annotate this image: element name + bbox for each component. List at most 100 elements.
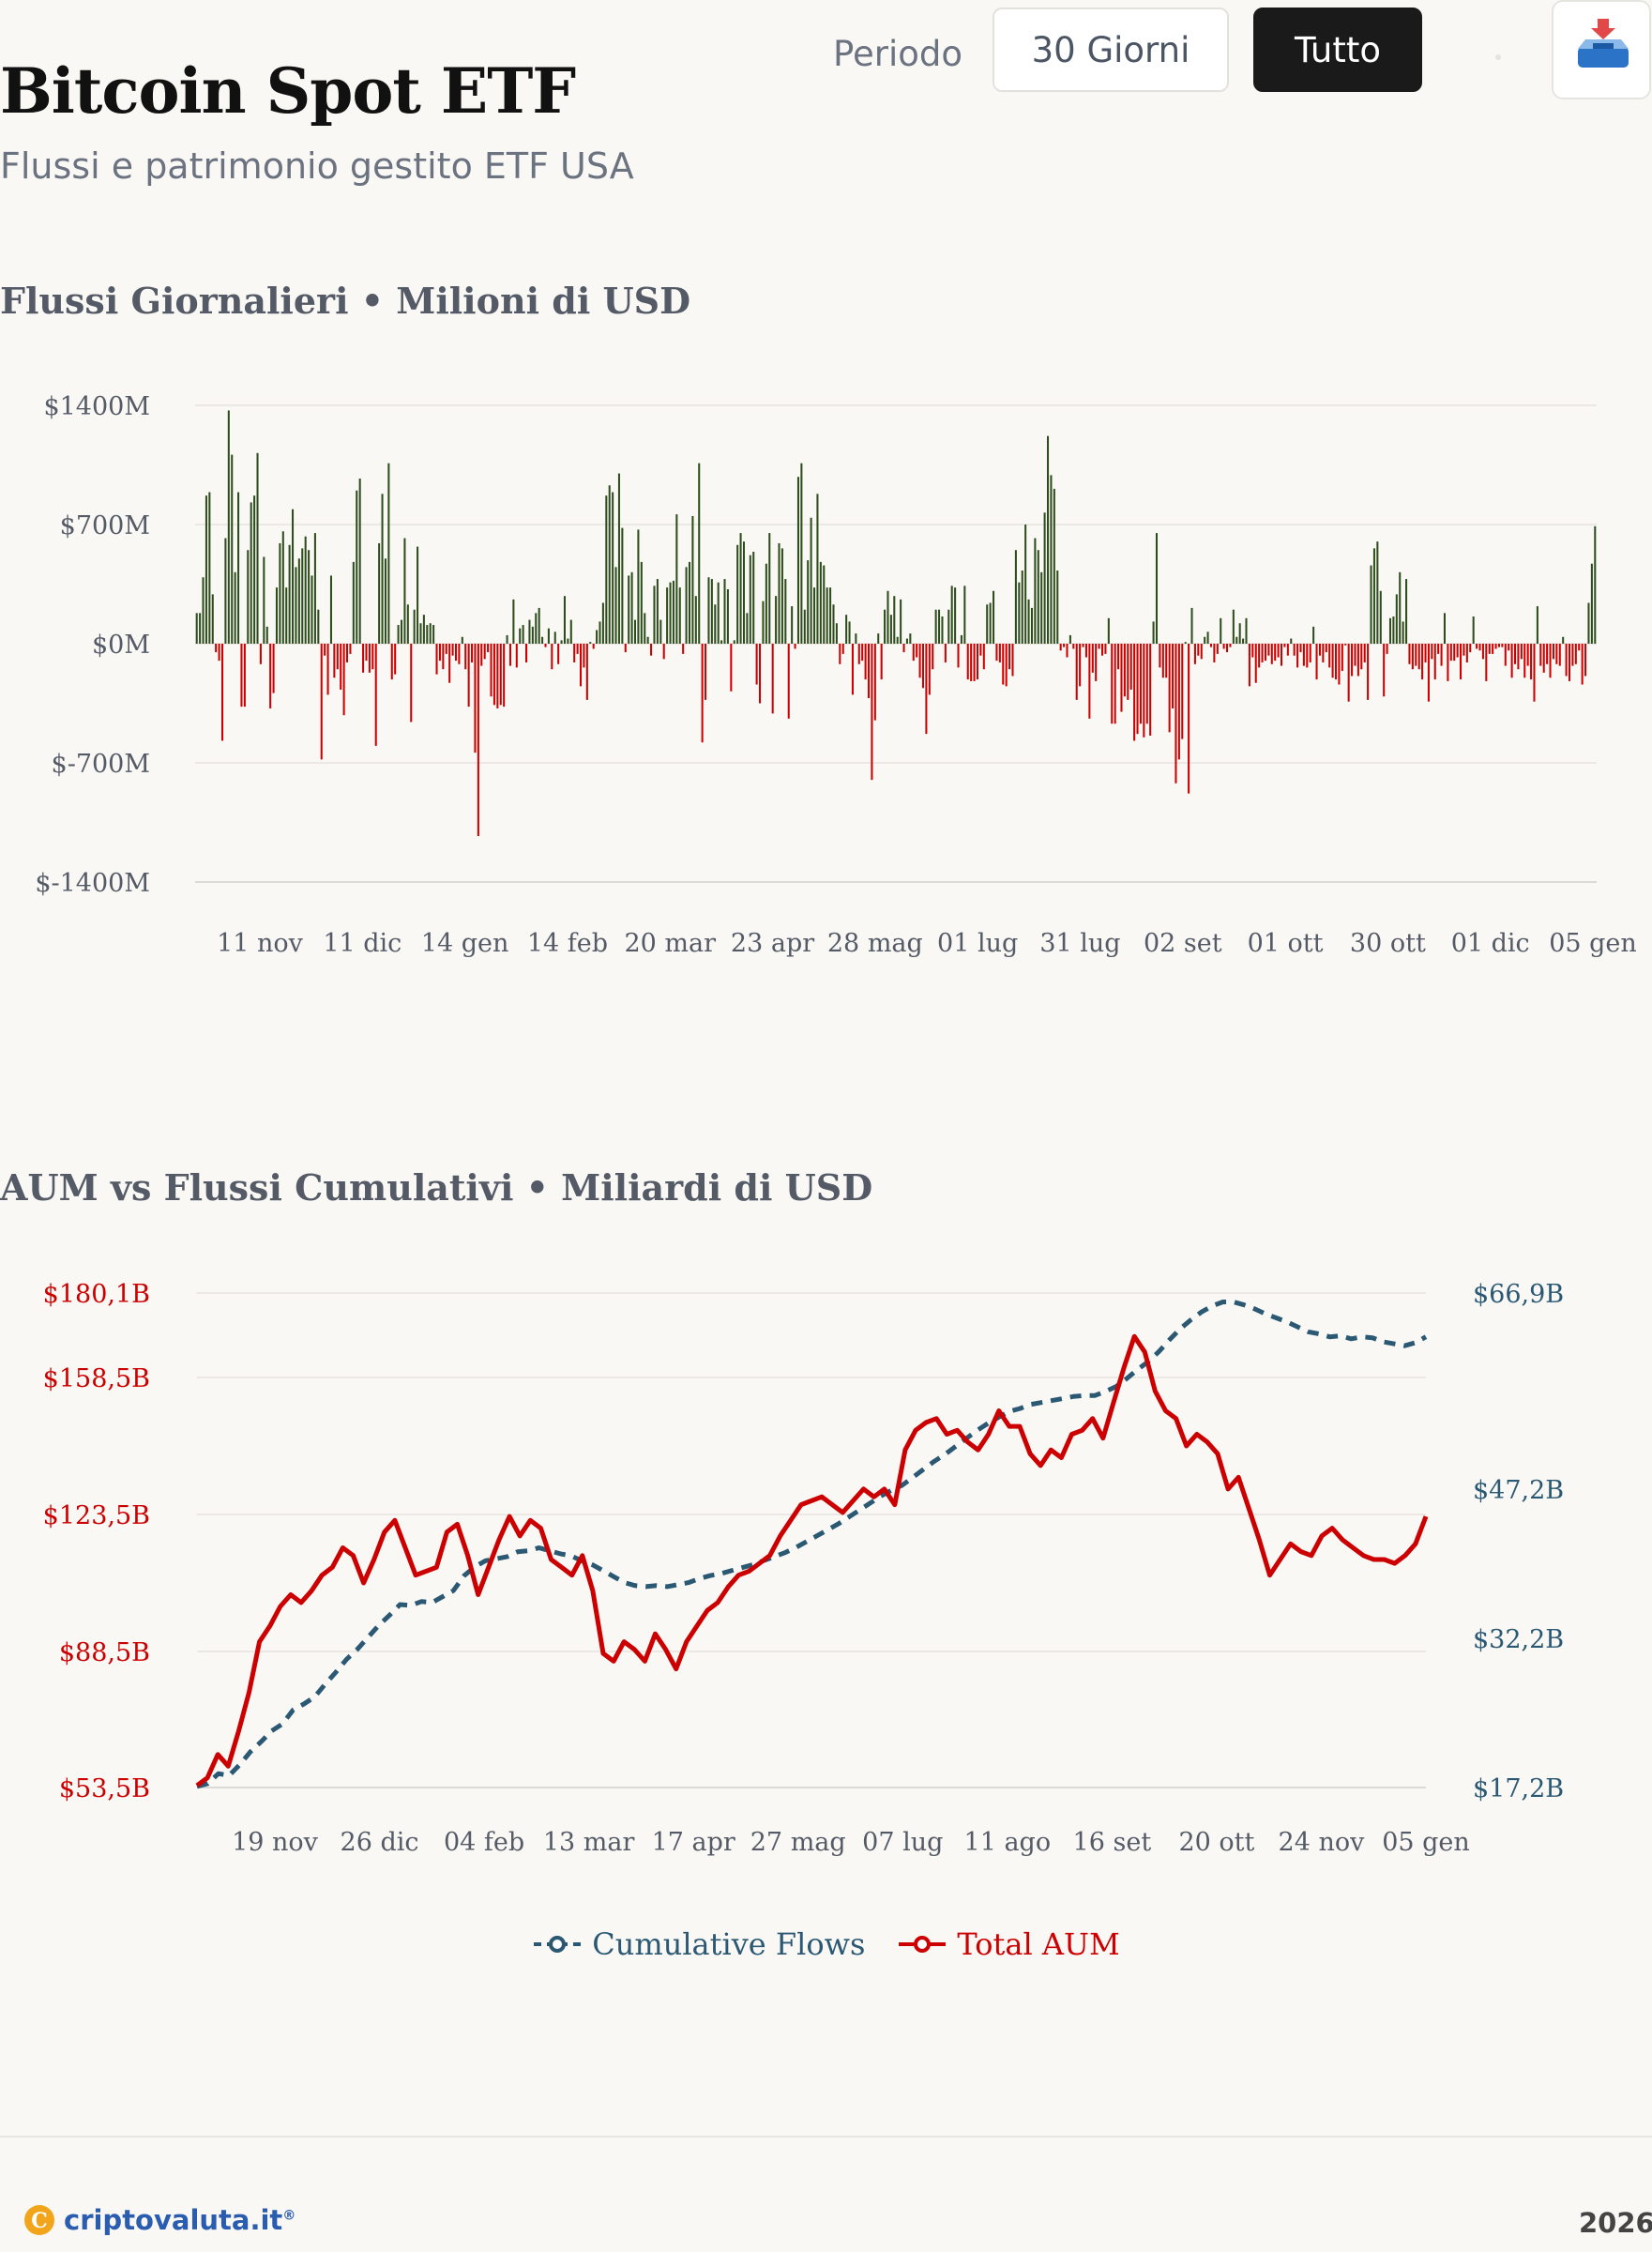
outflow-bar — [438, 644, 441, 662]
outflow-bar — [390, 644, 393, 680]
x-tick-label: 27 mag — [750, 1828, 846, 1857]
inflow-bar — [775, 596, 778, 644]
outflow-bar — [1360, 644, 1363, 670]
inflow-bar — [960, 634, 962, 644]
inflow-bar — [714, 604, 717, 644]
x-tick-label: 02 set — [1144, 929, 1222, 958]
inflow-bar — [301, 548, 304, 644]
inflow-bar — [311, 575, 313, 644]
inflow-bar — [211, 594, 214, 644]
outflow-bar — [525, 644, 528, 662]
outflow-bar — [1568, 644, 1571, 681]
inflow-bar — [1155, 533, 1159, 644]
y-right-tick-label: $47,2B — [1473, 1476, 1564, 1505]
outflow-bar — [771, 644, 774, 714]
aum-vs-flows-chart: $180,1B $158,5B $123,5B $88,5B $53,5B $66,9B $… — [43, 1280, 1564, 1857]
inflow-bar — [963, 586, 966, 644]
inflow-bar — [429, 623, 432, 644]
outflow-bar — [240, 644, 243, 708]
outflow-bar — [1011, 644, 1014, 677]
outflow-bar — [1258, 644, 1261, 668]
inflow-bar — [1443, 613, 1447, 644]
x-tick-label: 17 apr — [652, 1828, 735, 1857]
outflow-bar — [215, 644, 218, 653]
inflow-bar — [275, 587, 279, 644]
outflow-bar — [365, 644, 368, 662]
y-tick-label: $-1400M — [35, 869, 150, 898]
svg-text:C: C — [31, 2209, 48, 2233]
outflow-bar — [921, 644, 925, 689]
outflow-bar — [1578, 644, 1581, 651]
inflow-bar — [378, 542, 381, 644]
outflow-bar — [1168, 644, 1171, 733]
outflow-bar — [864, 644, 867, 680]
inflow-bar — [803, 609, 806, 644]
inflow-bar — [205, 495, 207, 644]
outflow-bar — [1127, 644, 1129, 700]
outflow-bar — [1354, 644, 1356, 666]
outflow-bar — [1005, 644, 1008, 687]
outflow-bar — [944, 644, 947, 662]
legend-item-cumulative-flows[interactable]: Cumulative Flows — [532, 1926, 865, 1962]
inflow-bar — [317, 609, 320, 644]
outflow-bar — [1417, 644, 1420, 670]
inflow-bar — [384, 558, 386, 644]
x-tick-label: 05 gen — [1382, 1828, 1470, 1857]
outflow-bar — [1322, 644, 1325, 662]
inflow-bar — [358, 479, 361, 644]
inflow-bar — [1376, 541, 1379, 644]
outflow-bar — [1104, 644, 1107, 654]
outflow-bar — [336, 644, 339, 670]
inflow-bar — [1190, 607, 1193, 644]
outflow-bar — [1283, 644, 1286, 647]
outflow-bar — [474, 644, 477, 753]
inflow-bar — [1245, 617, 1248, 644]
outflow-bar — [1286, 644, 1289, 656]
outflow-bar — [544, 644, 547, 647]
outflow-bar — [243, 644, 246, 708]
period-30-days-button[interactable]: 30 Giorni — [993, 8, 1229, 92]
inflow-bar — [832, 604, 835, 644]
outflow-bar — [368, 644, 371, 673]
inflow-bar — [698, 463, 701, 644]
inflow-bar — [1472, 616, 1475, 644]
period-all-button[interactable]: Tutto — [1253, 8, 1422, 92]
outflow-bar — [1264, 644, 1266, 662]
outflow-bar — [448, 644, 451, 683]
inflow-bar — [989, 602, 992, 644]
inflow-bar — [596, 630, 599, 644]
outflow-bar — [557, 644, 560, 664]
brand-logo[interactable]: C criptovaluta.it® — [23, 2203, 296, 2237]
inflow-bar — [778, 542, 781, 644]
download-button[interactable] — [1552, 0, 1651, 99]
x-tick-label: 16 set — [1073, 1828, 1152, 1857]
inflow-bar — [835, 623, 838, 644]
outflow-bar — [918, 644, 921, 678]
outflow-bar — [902, 644, 905, 653]
inflow-bar — [195, 613, 198, 644]
outflow-bar — [1216, 644, 1219, 654]
inflow-bar — [630, 571, 633, 644]
outflow-bar — [362, 644, 365, 673]
outflow-bar — [435, 644, 438, 675]
outflow-bar — [880, 644, 883, 680]
period-label: Periodo — [833, 34, 963, 74]
inflow-bar — [791, 606, 794, 644]
outflow-bar — [1497, 644, 1500, 647]
inflow-bar — [1242, 638, 1245, 644]
outflow-bar — [970, 644, 973, 681]
outflow-bar — [1530, 644, 1533, 680]
inflow-bar — [905, 638, 908, 644]
outflow-bar — [873, 644, 876, 721]
inflow-bar — [512, 599, 515, 644]
legend-item-total-aum[interactable]: Total AUM — [897, 1926, 1120, 1962]
inflow-bar — [567, 638, 569, 644]
inflow-bar — [522, 625, 524, 644]
x-tick-label: 20 ott — [1178, 1828, 1254, 1857]
separator-dot — [1495, 54, 1501, 60]
inflow-bar — [1043, 512, 1046, 644]
outflow-bar — [592, 644, 595, 649]
inflow-bar — [1021, 570, 1023, 644]
inflow-bar — [528, 619, 531, 644]
x-tick-label: 31 lug — [1039, 929, 1120, 958]
